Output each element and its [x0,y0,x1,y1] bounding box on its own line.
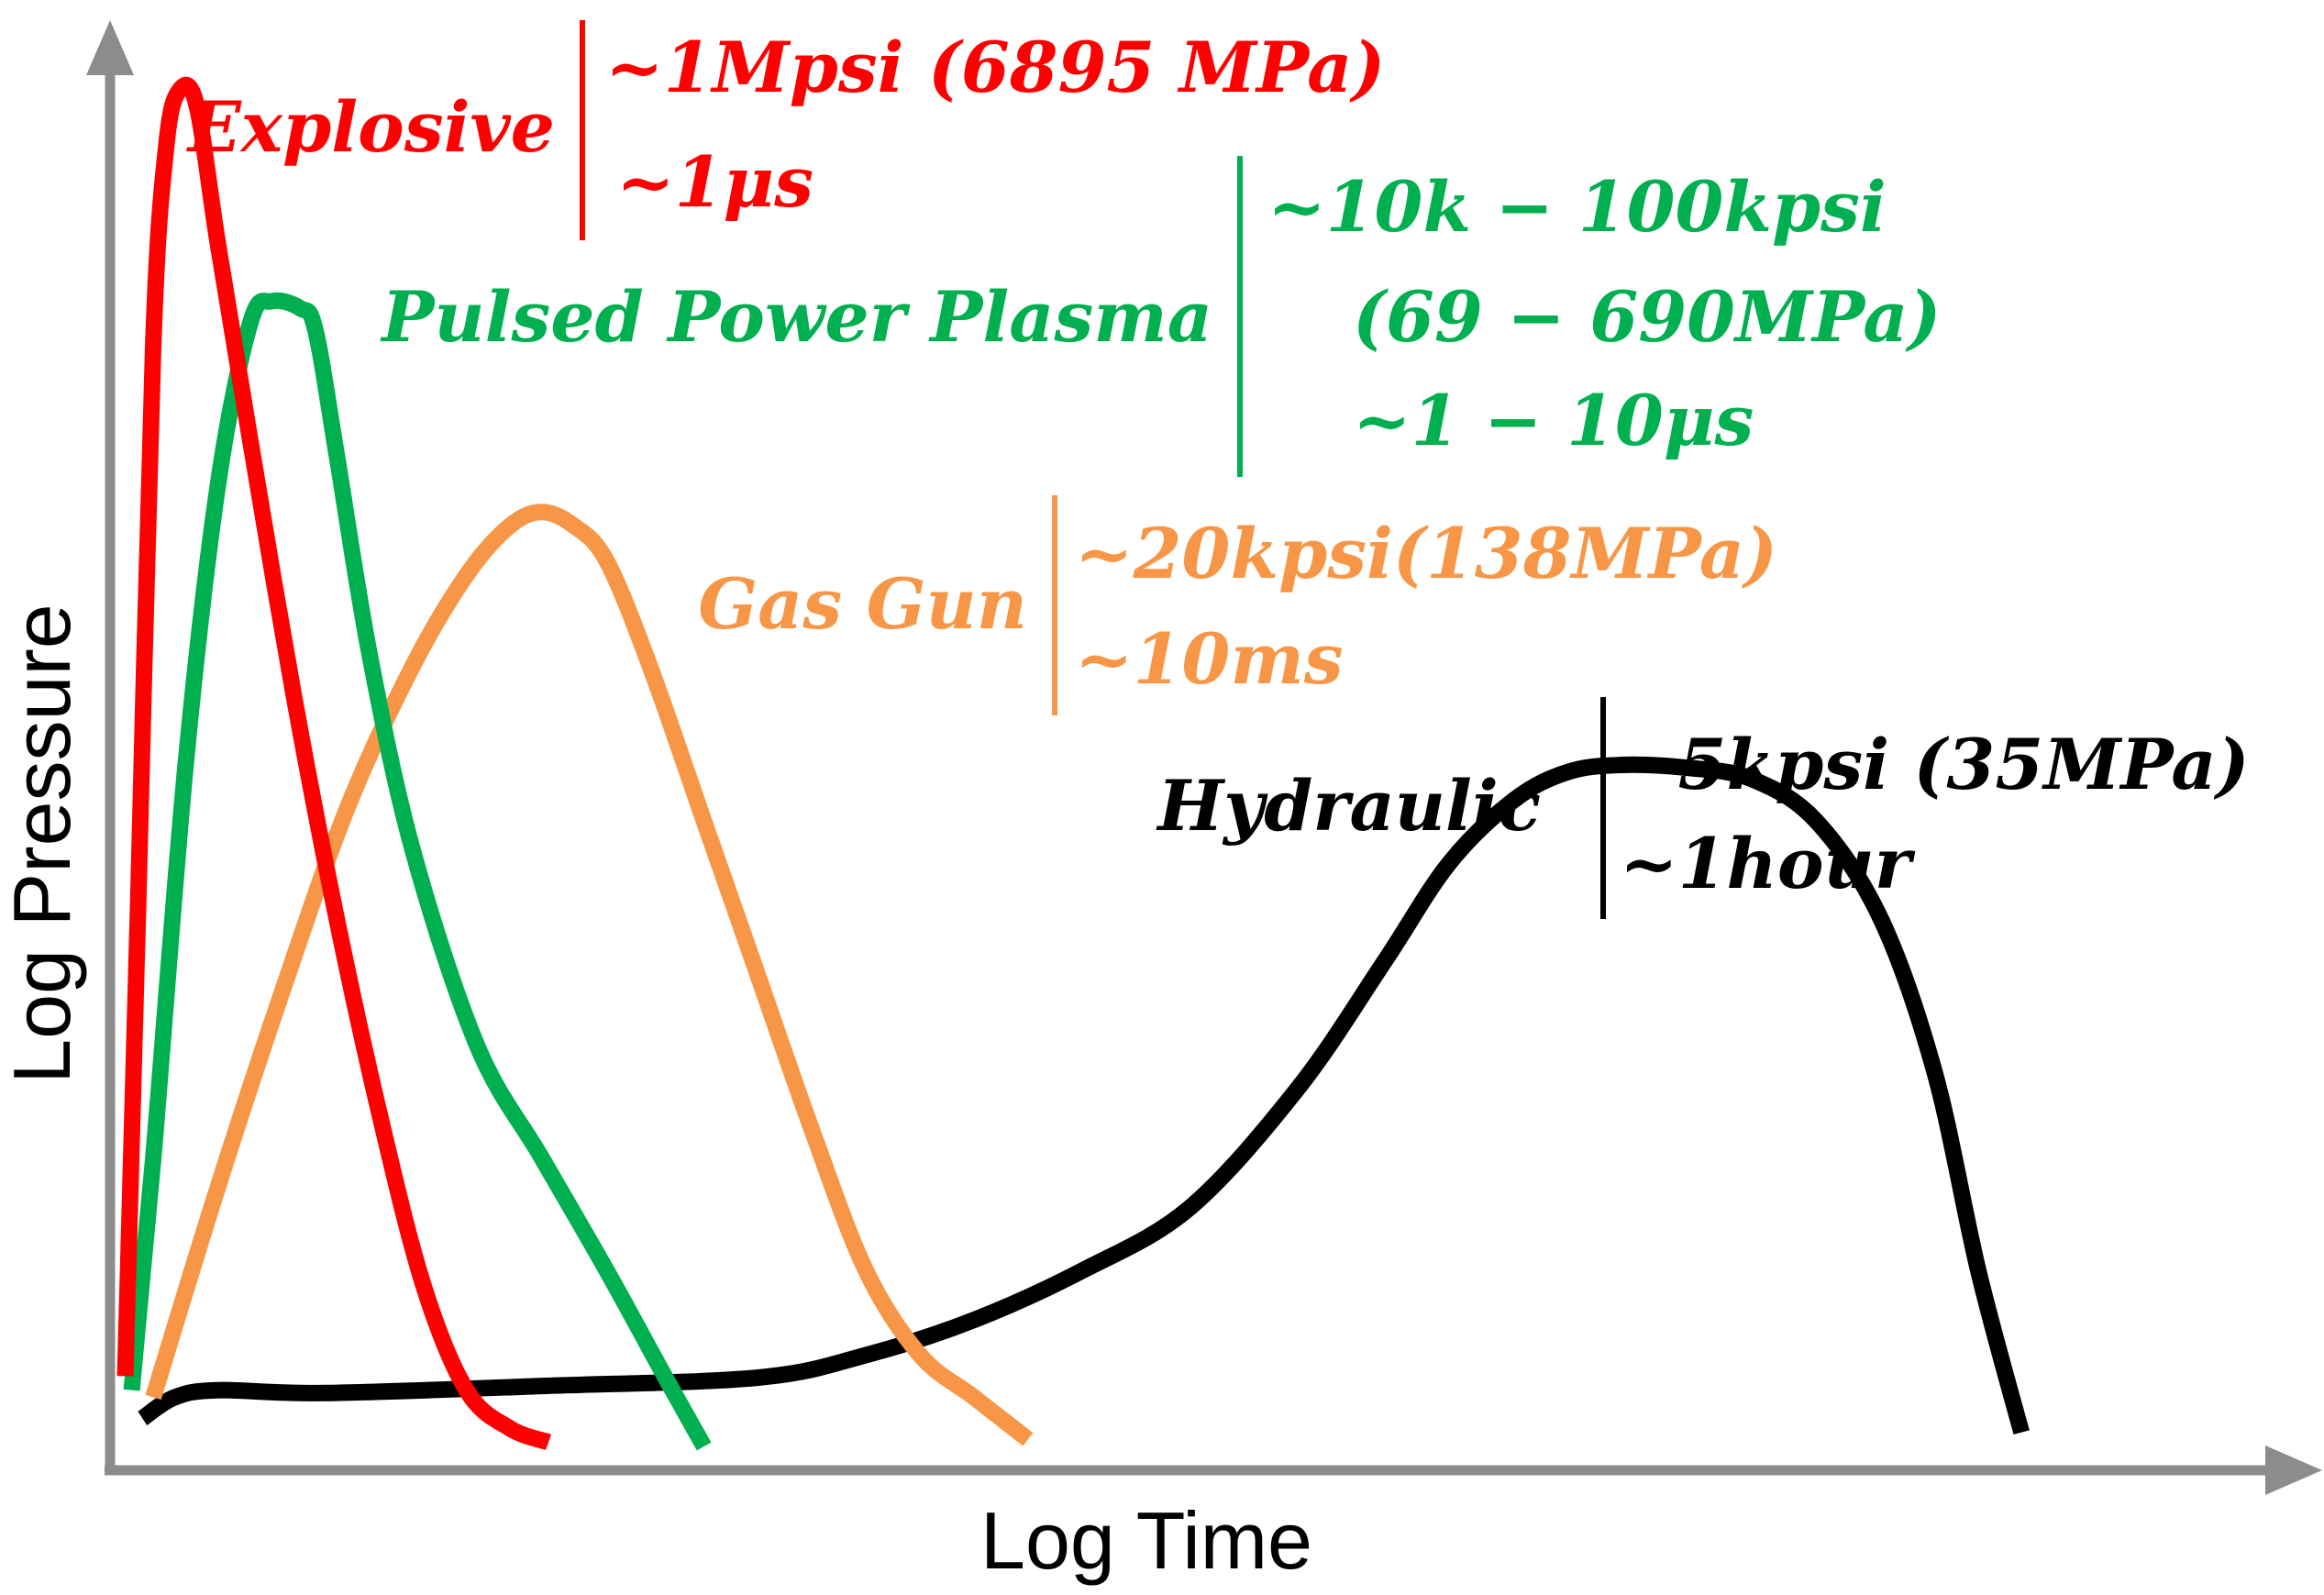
plasma-annotation: Pulsed Power Plasma ~10k − 100kpsi (69 −… [380,156,1941,477]
explosive-duration: ~1μs [616,141,813,223]
explosive-label: Explosive [186,86,555,168]
hydraulic-annotation: Hydraulic ~5kpsi (35MPa) ~1hour [1156,697,2250,919]
plasma-pressure-mpa: (69 − 690MPa) [1353,276,1941,358]
explosive-pressure: ~1Mpsi (6895 MPa) [605,27,1385,108]
plasma-pressure-psi: ~10k − 100kpsi [1267,166,1887,248]
x-axis-label: Log Time [980,1495,1312,1586]
hydraulic-duration: ~1hour [1620,823,1916,904]
hydraulic-label: Hydraulic [1156,765,1541,847]
explosive-annotation: Explosive ~1Mpsi (6895 MPa) ~1μs [186,20,1385,240]
hydraulic-pressure: ~5kpsi (35MPa) [1620,724,2250,805]
y-axis-arrow [86,20,134,75]
gas-gun-pressure: ~20kpsi(138MPa) [1075,513,1777,594]
gas-gun-curve [145,504,1034,1446]
plasma-label: Pulsed Power Plasma [380,276,1212,358]
axes [86,20,2322,1495]
hydraulic-curve [138,756,2030,1435]
gas-gun-duration: ~10ms [1075,618,1344,700]
plasma-duration: ~1 − 10μs [1353,380,1754,461]
gas-gun-annotation: Gas Gun ~20kpsi(138MPa) ~10ms [698,495,1777,715]
x-axis-arrow [2265,1445,2322,1495]
gas-gun-label: Gas Gun [698,563,1027,645]
pulsed-power-plasma-curve [123,292,712,1451]
y-axis-label: Log Pressure [0,604,87,1083]
explosive-curve [116,76,552,1451]
